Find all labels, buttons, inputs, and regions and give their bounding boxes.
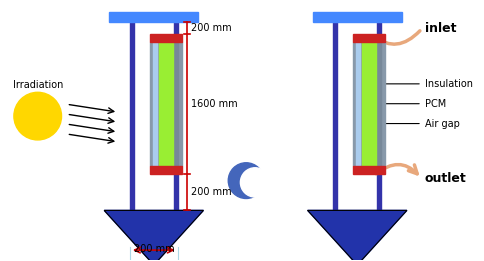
Bar: [376, 42, 381, 166]
Bar: [356, 42, 360, 166]
Bar: [130, 22, 134, 210]
Text: Air gap: Air gap: [361, 118, 460, 129]
Bar: [174, 22, 178, 210]
Polygon shape: [104, 210, 203, 261]
Text: 200 mm: 200 mm: [134, 244, 174, 254]
Circle shape: [228, 163, 264, 198]
Circle shape: [14, 92, 61, 140]
Circle shape: [241, 168, 270, 197]
Text: 1600 mm: 1600 mm: [191, 99, 237, 109]
Bar: [353, 42, 385, 166]
Bar: [173, 42, 178, 166]
Bar: [353, 166, 385, 174]
Bar: [150, 34, 182, 42]
Text: 200 mm: 200 mm: [191, 23, 231, 33]
Text: Irradiation: Irradiation: [13, 80, 63, 90]
Bar: [153, 42, 157, 166]
Bar: [150, 166, 182, 174]
Bar: [377, 22, 381, 210]
Text: inlet: inlet: [425, 22, 456, 35]
Bar: [362, 42, 376, 166]
Text: PCM: PCM: [372, 99, 446, 109]
Bar: [109, 12, 198, 22]
Bar: [159, 42, 173, 166]
Bar: [313, 12, 402, 22]
Bar: [353, 34, 385, 42]
Polygon shape: [308, 210, 407, 261]
Text: Insulation: Insulation: [386, 79, 473, 89]
Text: 200 mm: 200 mm: [191, 187, 231, 197]
Text: outlet: outlet: [425, 172, 467, 185]
Bar: [333, 22, 337, 210]
Bar: [150, 42, 182, 166]
